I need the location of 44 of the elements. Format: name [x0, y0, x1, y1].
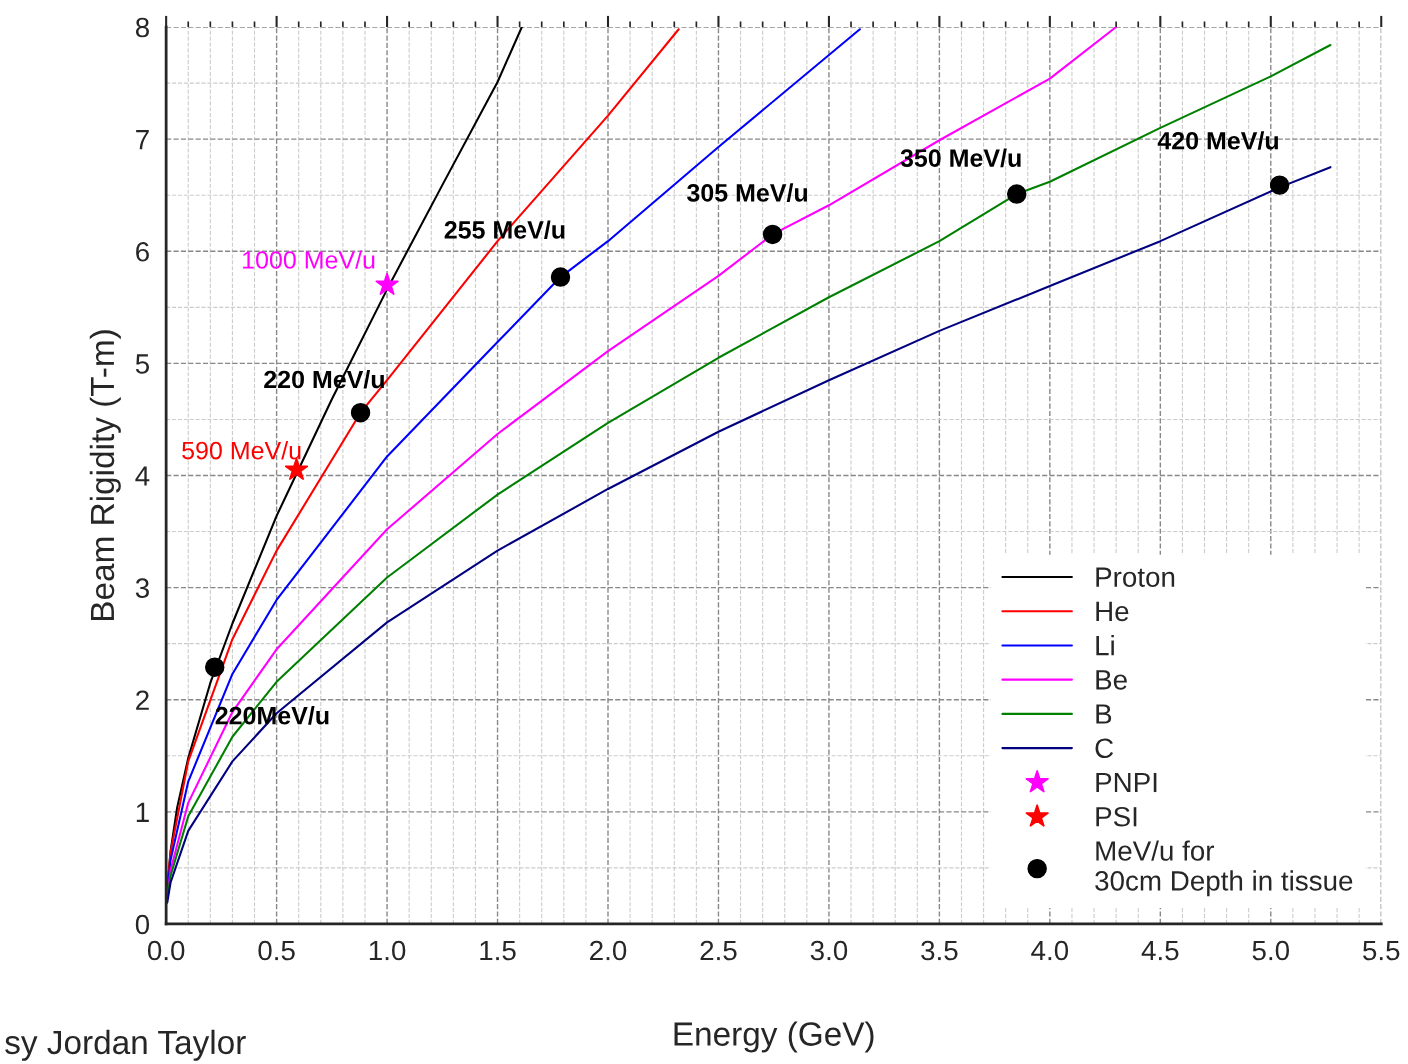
- annotation: 420 MeV/u: [1157, 131, 1278, 150]
- annotation: 590 MeV/u: [182, 441, 301, 460]
- legend-label: MeV/u for 30cm Depth in tissue: [1095, 840, 1353, 897]
- legend-label: Proton: [1096, 567, 1175, 587]
- x-tick-label: 0.5: [258, 940, 295, 961]
- point: [350, 402, 371, 423]
- point: [1269, 175, 1290, 195]
- point: [205, 657, 225, 677]
- x-tick-label: 4.5: [1141, 940, 1179, 961]
- annotation: 1000 MeV/u: [243, 250, 375, 269]
- point: [762, 224, 783, 245]
- x-axis-title: Energy (GeV): [674, 1021, 874, 1053]
- y-tick-label: 0: [135, 914, 150, 935]
- legend-label: Li: [1096, 635, 1114, 656]
- x-tick-label: 3.5: [921, 940, 958, 961]
- x-tick-label: 4.0: [1031, 940, 1069, 961]
- x-tick-label: 2.5: [700, 940, 737, 961]
- y-axis-title: Beam Rigidity (T-m): [89, 330, 121, 620]
- point: [375, 272, 399, 296]
- x-tick-label: 5.5: [1363, 940, 1400, 961]
- y-tick-label: 8: [135, 17, 149, 38]
- y-tick-label: 1: [136, 802, 149, 822]
- x-tick-label: 2.0: [590, 940, 627, 961]
- y-tick-label: 2: [136, 690, 149, 710]
- x-tick-label: 1.5: [480, 940, 516, 961]
- x-tick-label: 3.0: [810, 940, 848, 961]
- legend-label: PSI: [1096, 806, 1137, 827]
- legend-label: Be: [1096, 670, 1127, 690]
- x-tick-label: 5.0: [1252, 940, 1290, 961]
- x-tick-label: 1.0: [369, 940, 406, 961]
- text: sy Jordan Taylor: [5, 1029, 246, 1061]
- legend-label: B: [1096, 704, 1112, 724]
- y-tick-label: 3: [135, 578, 149, 598]
- legend-label: He: [1096, 601, 1129, 622]
- point: [1006, 184, 1027, 204]
- y-tick-label: 5: [135, 354, 150, 374]
- y-tick-label: 4: [135, 466, 150, 486]
- y-tick-label: 6: [136, 241, 149, 262]
- x-tick-label: 0.0: [147, 940, 185, 961]
- annotation: 305 MeV/u: [687, 183, 808, 202]
- legend-label: C: [1095, 738, 1114, 759]
- point: [550, 267, 571, 287]
- y-tick-label: 7: [136, 130, 149, 150]
- legend-label: PNPI: [1096, 772, 1157, 793]
